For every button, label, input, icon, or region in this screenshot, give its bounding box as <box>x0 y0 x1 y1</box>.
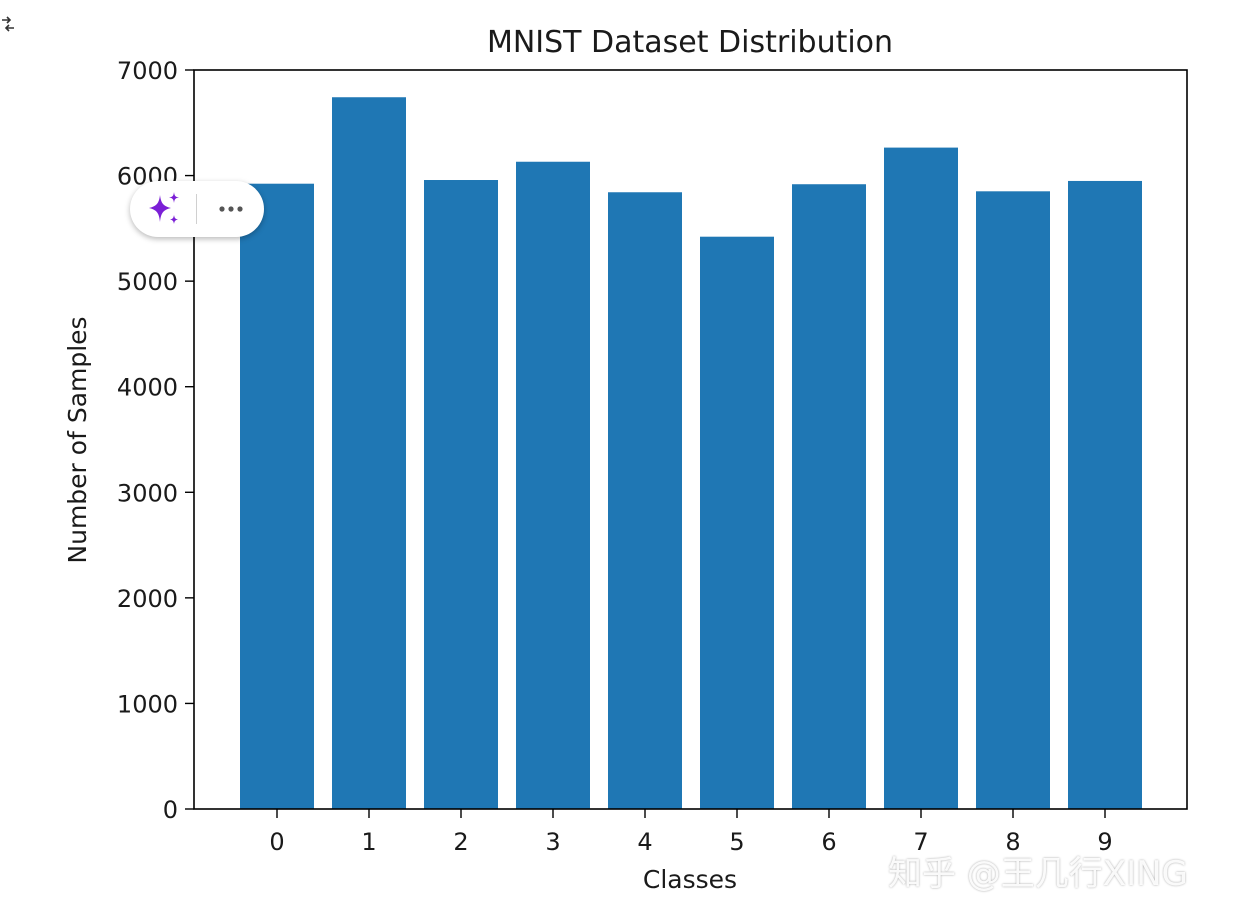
x-tick-label: 2 <box>453 828 468 856</box>
x-axis-title: Classes <box>643 865 737 894</box>
bar-class-7 <box>884 147 958 810</box>
bar-class-2 <box>424 180 498 809</box>
expand-arrows-icon[interactable] <box>0 14 16 34</box>
y-tick-label: 1000 <box>117 690 178 718</box>
y-tick-label: 0 <box>163 796 178 824</box>
sparkle-icon[interactable] <box>142 187 186 231</box>
x-tick-label: 6 <box>821 828 836 856</box>
bar-class-0 <box>240 183 314 809</box>
y-tick-label: 3000 <box>117 479 178 507</box>
plot-frame <box>193 69 1188 810</box>
y-tick-label: 2000 <box>117 585 178 613</box>
x-tick-label: 0 <box>269 828 284 856</box>
bar-class-9 <box>1068 180 1142 809</box>
bars-group <box>240 97 1142 810</box>
chart-title: MNIST Dataset Distribution <box>487 25 893 60</box>
x-tick-label: 7 <box>913 828 928 856</box>
y-tick-label: 4000 <box>117 374 178 402</box>
bar-class-8 <box>976 191 1050 809</box>
x-tick-label: 8 <box>1005 828 1020 856</box>
bar-class-6 <box>792 184 866 810</box>
bar-class-1 <box>332 97 406 809</box>
bar-class-3 <box>516 161 590 809</box>
bar-class-4 <box>608 192 682 809</box>
floating-toolbar <box>130 181 264 237</box>
x-tick-label: 3 <box>545 828 560 856</box>
watermark: 知乎 @王几行XING <box>888 854 1188 894</box>
toolbar-divider <box>196 194 197 224</box>
y-tick-label: 5000 <box>117 268 178 296</box>
x-tick-label: 4 <box>637 828 652 856</box>
more-icon[interactable] <box>209 187 253 231</box>
x-tick-label: 1 <box>361 828 376 856</box>
bar-class-5 <box>700 236 774 810</box>
x-tick-label: 5 <box>729 828 744 856</box>
y-tick-label: 7000 <box>117 57 178 85</box>
y-axis-title: Number of Samples <box>63 316 92 563</box>
x-tick-label: 9 <box>1097 828 1112 856</box>
x-axis-ticks: 0 1 2 3 4 5 6 7 8 9 <box>269 809 1113 856</box>
